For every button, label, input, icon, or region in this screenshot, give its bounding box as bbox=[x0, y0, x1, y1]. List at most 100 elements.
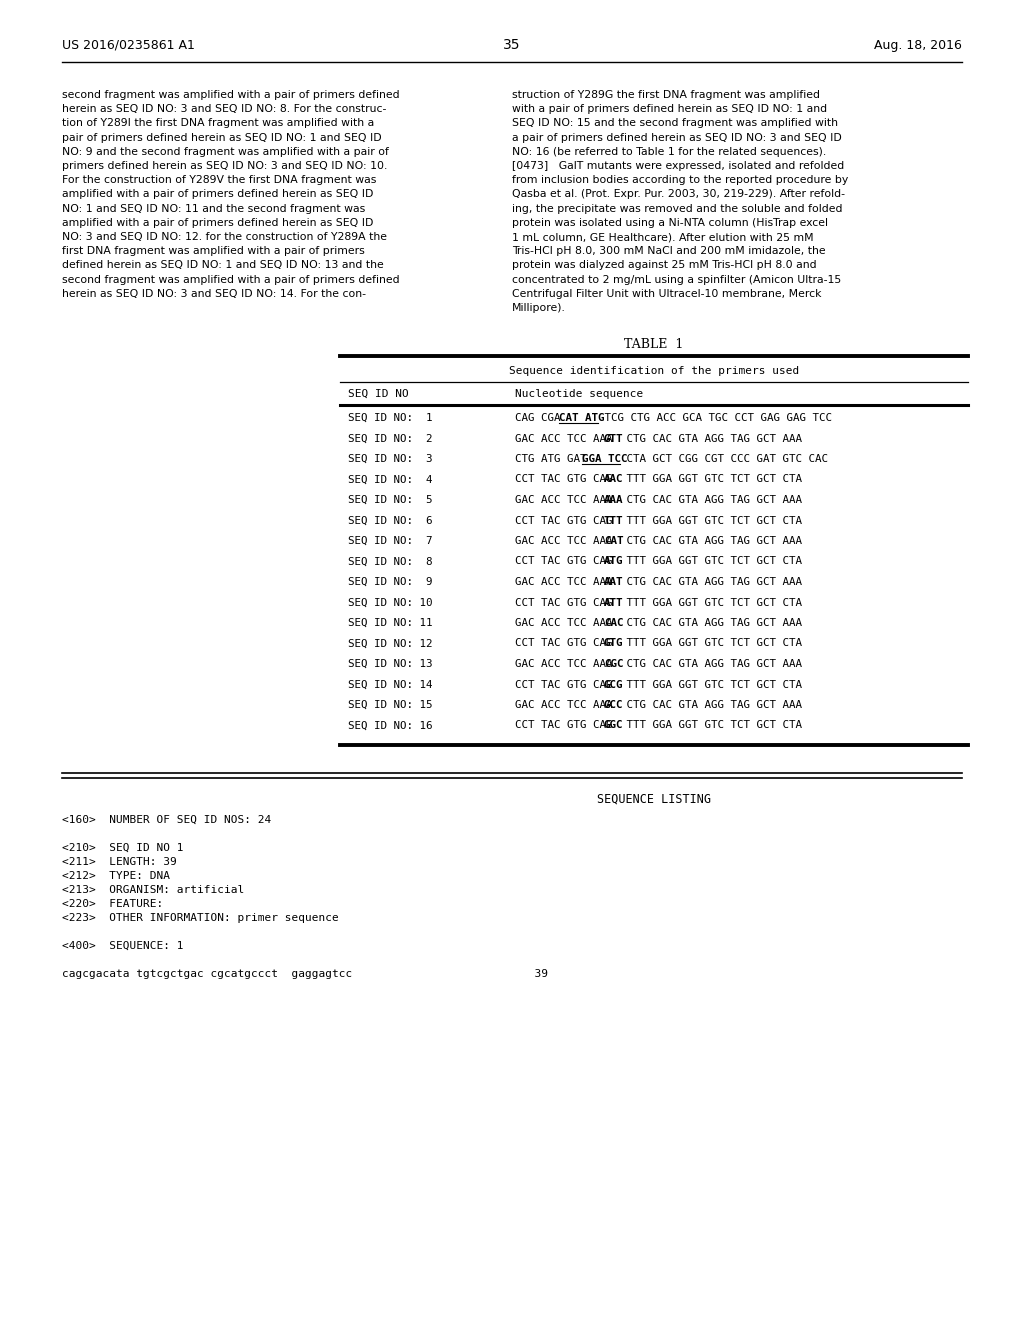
Text: Qasba et al. (Prot. Expr. Pur. 2003, 30, 219-229). After refold-: Qasba et al. (Prot. Expr. Pur. 2003, 30,… bbox=[512, 189, 845, 199]
Text: Millipore).: Millipore). bbox=[512, 304, 566, 313]
Text: NO: 3 and SEQ ID NO: 12. for the construction of Y289A the: NO: 3 and SEQ ID NO: 12. for the constru… bbox=[62, 232, 387, 242]
Text: Centrifugal Filter Unit with Ultracel-10 membrane, Merck: Centrifugal Filter Unit with Ultracel-10… bbox=[512, 289, 821, 298]
Text: second fragment was amplified with a pair of primers defined: second fragment was amplified with a pai… bbox=[62, 275, 399, 285]
Text: CGC: CGC bbox=[604, 659, 624, 669]
Text: CCT TAC GTG CAG: CCT TAC GTG CAG bbox=[515, 598, 618, 607]
Text: SEQ ID NO: 15: SEQ ID NO: 15 bbox=[348, 700, 432, 710]
Text: herein as SEQ ID NO: 3 and SEQ ID NO: 8. For the construc-: herein as SEQ ID NO: 3 and SEQ ID NO: 8.… bbox=[62, 104, 386, 115]
Text: SEQ ID NO:  8: SEQ ID NO: 8 bbox=[348, 557, 432, 566]
Text: first DNA fragment was amplified with a pair of primers: first DNA fragment was amplified with a … bbox=[62, 247, 365, 256]
Text: CTG CAC GTA AGG TAG GCT AAA: CTG CAC GTA AGG TAG GCT AAA bbox=[621, 536, 803, 546]
Text: <160>  NUMBER OF SEQ ID NOS: 24: <160> NUMBER OF SEQ ID NOS: 24 bbox=[62, 814, 271, 825]
Text: SEQ ID NO:  5: SEQ ID NO: 5 bbox=[348, 495, 432, 506]
Text: amplified with a pair of primers defined herein as SEQ ID: amplified with a pair of primers defined… bbox=[62, 218, 374, 228]
Text: CAG CGA: CAG CGA bbox=[515, 413, 567, 422]
Text: CCT TAC GTG CAG: CCT TAC GTG CAG bbox=[515, 680, 618, 689]
Text: SEQ ID NO:  6: SEQ ID NO: 6 bbox=[348, 516, 432, 525]
Text: GAC ACC TCC AAA: GAC ACC TCC AAA bbox=[515, 700, 618, 710]
Text: CAT ATG: CAT ATG bbox=[559, 413, 605, 422]
Text: CTG CAC GTA AGG TAG GCT AAA: CTG CAC GTA AGG TAG GCT AAA bbox=[621, 495, 803, 506]
Text: AAT: AAT bbox=[604, 577, 624, 587]
Text: For the construction of Y289V the first DNA fragment was: For the construction of Y289V the first … bbox=[62, 176, 377, 185]
Text: SEQ ID NO: 14: SEQ ID NO: 14 bbox=[348, 680, 432, 689]
Text: CCT TAC GTG CAG: CCT TAC GTG CAG bbox=[515, 721, 618, 730]
Text: protein was isolated using a Ni-NTA column (HisTrap excel: protein was isolated using a Ni-NTA colu… bbox=[512, 218, 828, 228]
Text: second fragment was amplified with a pair of primers defined: second fragment was amplified with a pai… bbox=[62, 90, 399, 100]
Text: CAT: CAT bbox=[604, 536, 624, 546]
Text: CTG CAC GTA AGG TAG GCT AAA: CTG CAC GTA AGG TAG GCT AAA bbox=[621, 433, 803, 444]
Text: CCT TAC GTG CAG: CCT TAC GTG CAG bbox=[515, 557, 618, 566]
Text: ing, the precipitate was removed and the soluble and folded: ing, the precipitate was removed and the… bbox=[512, 203, 843, 214]
Text: CTG CAC GTA AGG TAG GCT AAA: CTG CAC GTA AGG TAG GCT AAA bbox=[621, 618, 803, 628]
Text: GAC ACC TCC AAA: GAC ACC TCC AAA bbox=[515, 433, 618, 444]
Text: SEQ ID NO:  1: SEQ ID NO: 1 bbox=[348, 413, 432, 422]
Text: Aug. 18, 2016: Aug. 18, 2016 bbox=[874, 40, 962, 51]
Text: TTT GGA GGT GTC TCT GCT CTA: TTT GGA GGT GTC TCT GCT CTA bbox=[621, 516, 803, 525]
Text: SEQ ID NO:  3: SEQ ID NO: 3 bbox=[348, 454, 432, 465]
Text: with a pair of primers defined herein as SEQ ID NO: 1 and: with a pair of primers defined herein as… bbox=[512, 104, 827, 115]
Text: SEQUENCE LISTING: SEQUENCE LISTING bbox=[597, 793, 711, 807]
Text: Tris-HCl pH 8.0, 300 mM NaCl and 200 mM imidazole, the: Tris-HCl pH 8.0, 300 mM NaCl and 200 mM … bbox=[512, 247, 825, 256]
Text: GAC ACC TCC AAA: GAC ACC TCC AAA bbox=[515, 577, 618, 587]
Text: CTA GCT CGG CGT CCC GAT GTC CAC: CTA GCT CGG CGT CCC GAT GTC CAC bbox=[621, 454, 828, 465]
Text: GGA TCC: GGA TCC bbox=[582, 454, 627, 465]
Text: SEQ ID NO: 10: SEQ ID NO: 10 bbox=[348, 598, 432, 607]
Text: 35: 35 bbox=[503, 38, 521, 51]
Text: <213>  ORGANISM: artificial: <213> ORGANISM: artificial bbox=[62, 884, 245, 895]
Text: GTG: GTG bbox=[604, 639, 624, 648]
Text: GAC ACC TCC AAA: GAC ACC TCC AAA bbox=[515, 495, 618, 506]
Text: <211>  LENGTH: 39: <211> LENGTH: 39 bbox=[62, 857, 177, 867]
Text: CCT TAC GTG CAG: CCT TAC GTG CAG bbox=[515, 516, 618, 525]
Text: TTT GGA GGT GTC TCT GCT CTA: TTT GGA GGT GTC TCT GCT CTA bbox=[621, 680, 803, 689]
Text: <212>  TYPE: DNA: <212> TYPE: DNA bbox=[62, 871, 170, 880]
Text: TTT GGA GGT GTC TCT GCT CTA: TTT GGA GGT GTC TCT GCT CTA bbox=[621, 598, 803, 607]
Text: GCC: GCC bbox=[604, 700, 624, 710]
Text: SEQ ID NO:  4: SEQ ID NO: 4 bbox=[348, 474, 432, 484]
Text: CCT TAC GTG CAG: CCT TAC GTG CAG bbox=[515, 474, 618, 484]
Text: pair of primers defined herein as SEQ ID NO: 1 and SEQ ID: pair of primers defined herein as SEQ ID… bbox=[62, 132, 382, 143]
Text: SEQ ID NO:  7: SEQ ID NO: 7 bbox=[348, 536, 432, 546]
Text: amplified with a pair of primers defined herein as SEQ ID: amplified with a pair of primers defined… bbox=[62, 189, 374, 199]
Text: TTT GGA GGT GTC TCT GCT CTA: TTT GGA GGT GTC TCT GCT CTA bbox=[621, 474, 803, 484]
Text: CTG CAC GTA AGG TAG GCT AAA: CTG CAC GTA AGG TAG GCT AAA bbox=[621, 700, 803, 710]
Text: GAC ACC TCC AAA: GAC ACC TCC AAA bbox=[515, 536, 618, 546]
Text: herein as SEQ ID NO: 3 and SEQ ID NO: 14. For the con-: herein as SEQ ID NO: 3 and SEQ ID NO: 14… bbox=[62, 289, 366, 298]
Text: 1 mL column, GE Healthcare). After elution with 25 mM: 1 mL column, GE Healthcare). After eluti… bbox=[512, 232, 814, 242]
Text: GGC: GGC bbox=[604, 721, 624, 730]
Text: GAC ACC TCC AAA: GAC ACC TCC AAA bbox=[515, 659, 618, 669]
Text: ATG: ATG bbox=[604, 557, 624, 566]
Text: <400>  SEQUENCE: 1: <400> SEQUENCE: 1 bbox=[62, 941, 183, 950]
Text: AAC: AAC bbox=[604, 474, 624, 484]
Text: CTG CAC GTA AGG TAG GCT AAA: CTG CAC GTA AGG TAG GCT AAA bbox=[621, 659, 803, 669]
Text: primers defined herein as SEQ ID NO: 3 and SEQ ID NO: 10.: primers defined herein as SEQ ID NO: 3 a… bbox=[62, 161, 387, 172]
Text: TTT GGA GGT GTC TCT GCT CTA: TTT GGA GGT GTC TCT GCT CTA bbox=[621, 639, 803, 648]
Text: NO: 16 (be referred to Table 1 for the related sequences).: NO: 16 (be referred to Table 1 for the r… bbox=[512, 147, 826, 157]
Text: CCT TAC GTG CAG: CCT TAC GTG CAG bbox=[515, 639, 618, 648]
Text: concentrated to 2 mg/mL using a spinfilter (Amicon Ultra-15: concentrated to 2 mg/mL using a spinfilt… bbox=[512, 275, 842, 285]
Text: ATT: ATT bbox=[604, 598, 624, 607]
Text: CTG CAC GTA AGG TAG GCT AAA: CTG CAC GTA AGG TAG GCT AAA bbox=[621, 577, 803, 587]
Text: defined herein as SEQ ID NO: 1 and SEQ ID NO: 13 and the: defined herein as SEQ ID NO: 1 and SEQ I… bbox=[62, 260, 384, 271]
Text: SEQ ID NO: 16: SEQ ID NO: 16 bbox=[348, 721, 432, 730]
Text: cagcgacata tgtcgctgac cgcatgccct  gaggagtcc                           39: cagcgacata tgtcgctgac cgcatgccct gaggagt… bbox=[62, 969, 548, 979]
Text: SEQ ID NO: 11: SEQ ID NO: 11 bbox=[348, 618, 432, 628]
Text: struction of Y289G the first DNA fragment was amplified: struction of Y289G the first DNA fragmen… bbox=[512, 90, 820, 100]
Text: TCG CTG ACC GCA TGC CCT GAG GAG TCC: TCG CTG ACC GCA TGC CCT GAG GAG TCC bbox=[598, 413, 833, 422]
Text: GTT: GTT bbox=[604, 433, 624, 444]
Text: CAC: CAC bbox=[604, 618, 624, 628]
Text: GAC ACC TCC AAA: GAC ACC TCC AAA bbox=[515, 618, 618, 628]
Text: TTT GGA GGT GTC TCT GCT CTA: TTT GGA GGT GTC TCT GCT CTA bbox=[621, 721, 803, 730]
Text: NO: 9 and the second fragment was amplified with a pair of: NO: 9 and the second fragment was amplif… bbox=[62, 147, 389, 157]
Text: [0473]   GalT mutants were expressed, isolated and refolded: [0473] GalT mutants were expressed, isol… bbox=[512, 161, 844, 172]
Text: SEQ ID NO:  2: SEQ ID NO: 2 bbox=[348, 433, 432, 444]
Text: AAA: AAA bbox=[604, 495, 624, 506]
Text: GCG: GCG bbox=[604, 680, 624, 689]
Text: tion of Y289I the first DNA fragment was amplified with a: tion of Y289I the first DNA fragment was… bbox=[62, 119, 374, 128]
Text: <223>  OTHER INFORMATION: primer sequence: <223> OTHER INFORMATION: primer sequence bbox=[62, 913, 339, 923]
Text: TTT GGA GGT GTC TCT GCT CTA: TTT GGA GGT GTC TCT GCT CTA bbox=[621, 557, 803, 566]
Text: SEQ ID NO: 12: SEQ ID NO: 12 bbox=[348, 639, 432, 648]
Text: protein was dialyzed against 25 mM Tris-HCl pH 8.0 and: protein was dialyzed against 25 mM Tris-… bbox=[512, 260, 816, 271]
Text: TTT: TTT bbox=[604, 516, 624, 525]
Text: SEQ ID NO: 15 and the second fragment was amplified with: SEQ ID NO: 15 and the second fragment wa… bbox=[512, 119, 838, 128]
Text: SEQ ID NO:  9: SEQ ID NO: 9 bbox=[348, 577, 432, 587]
